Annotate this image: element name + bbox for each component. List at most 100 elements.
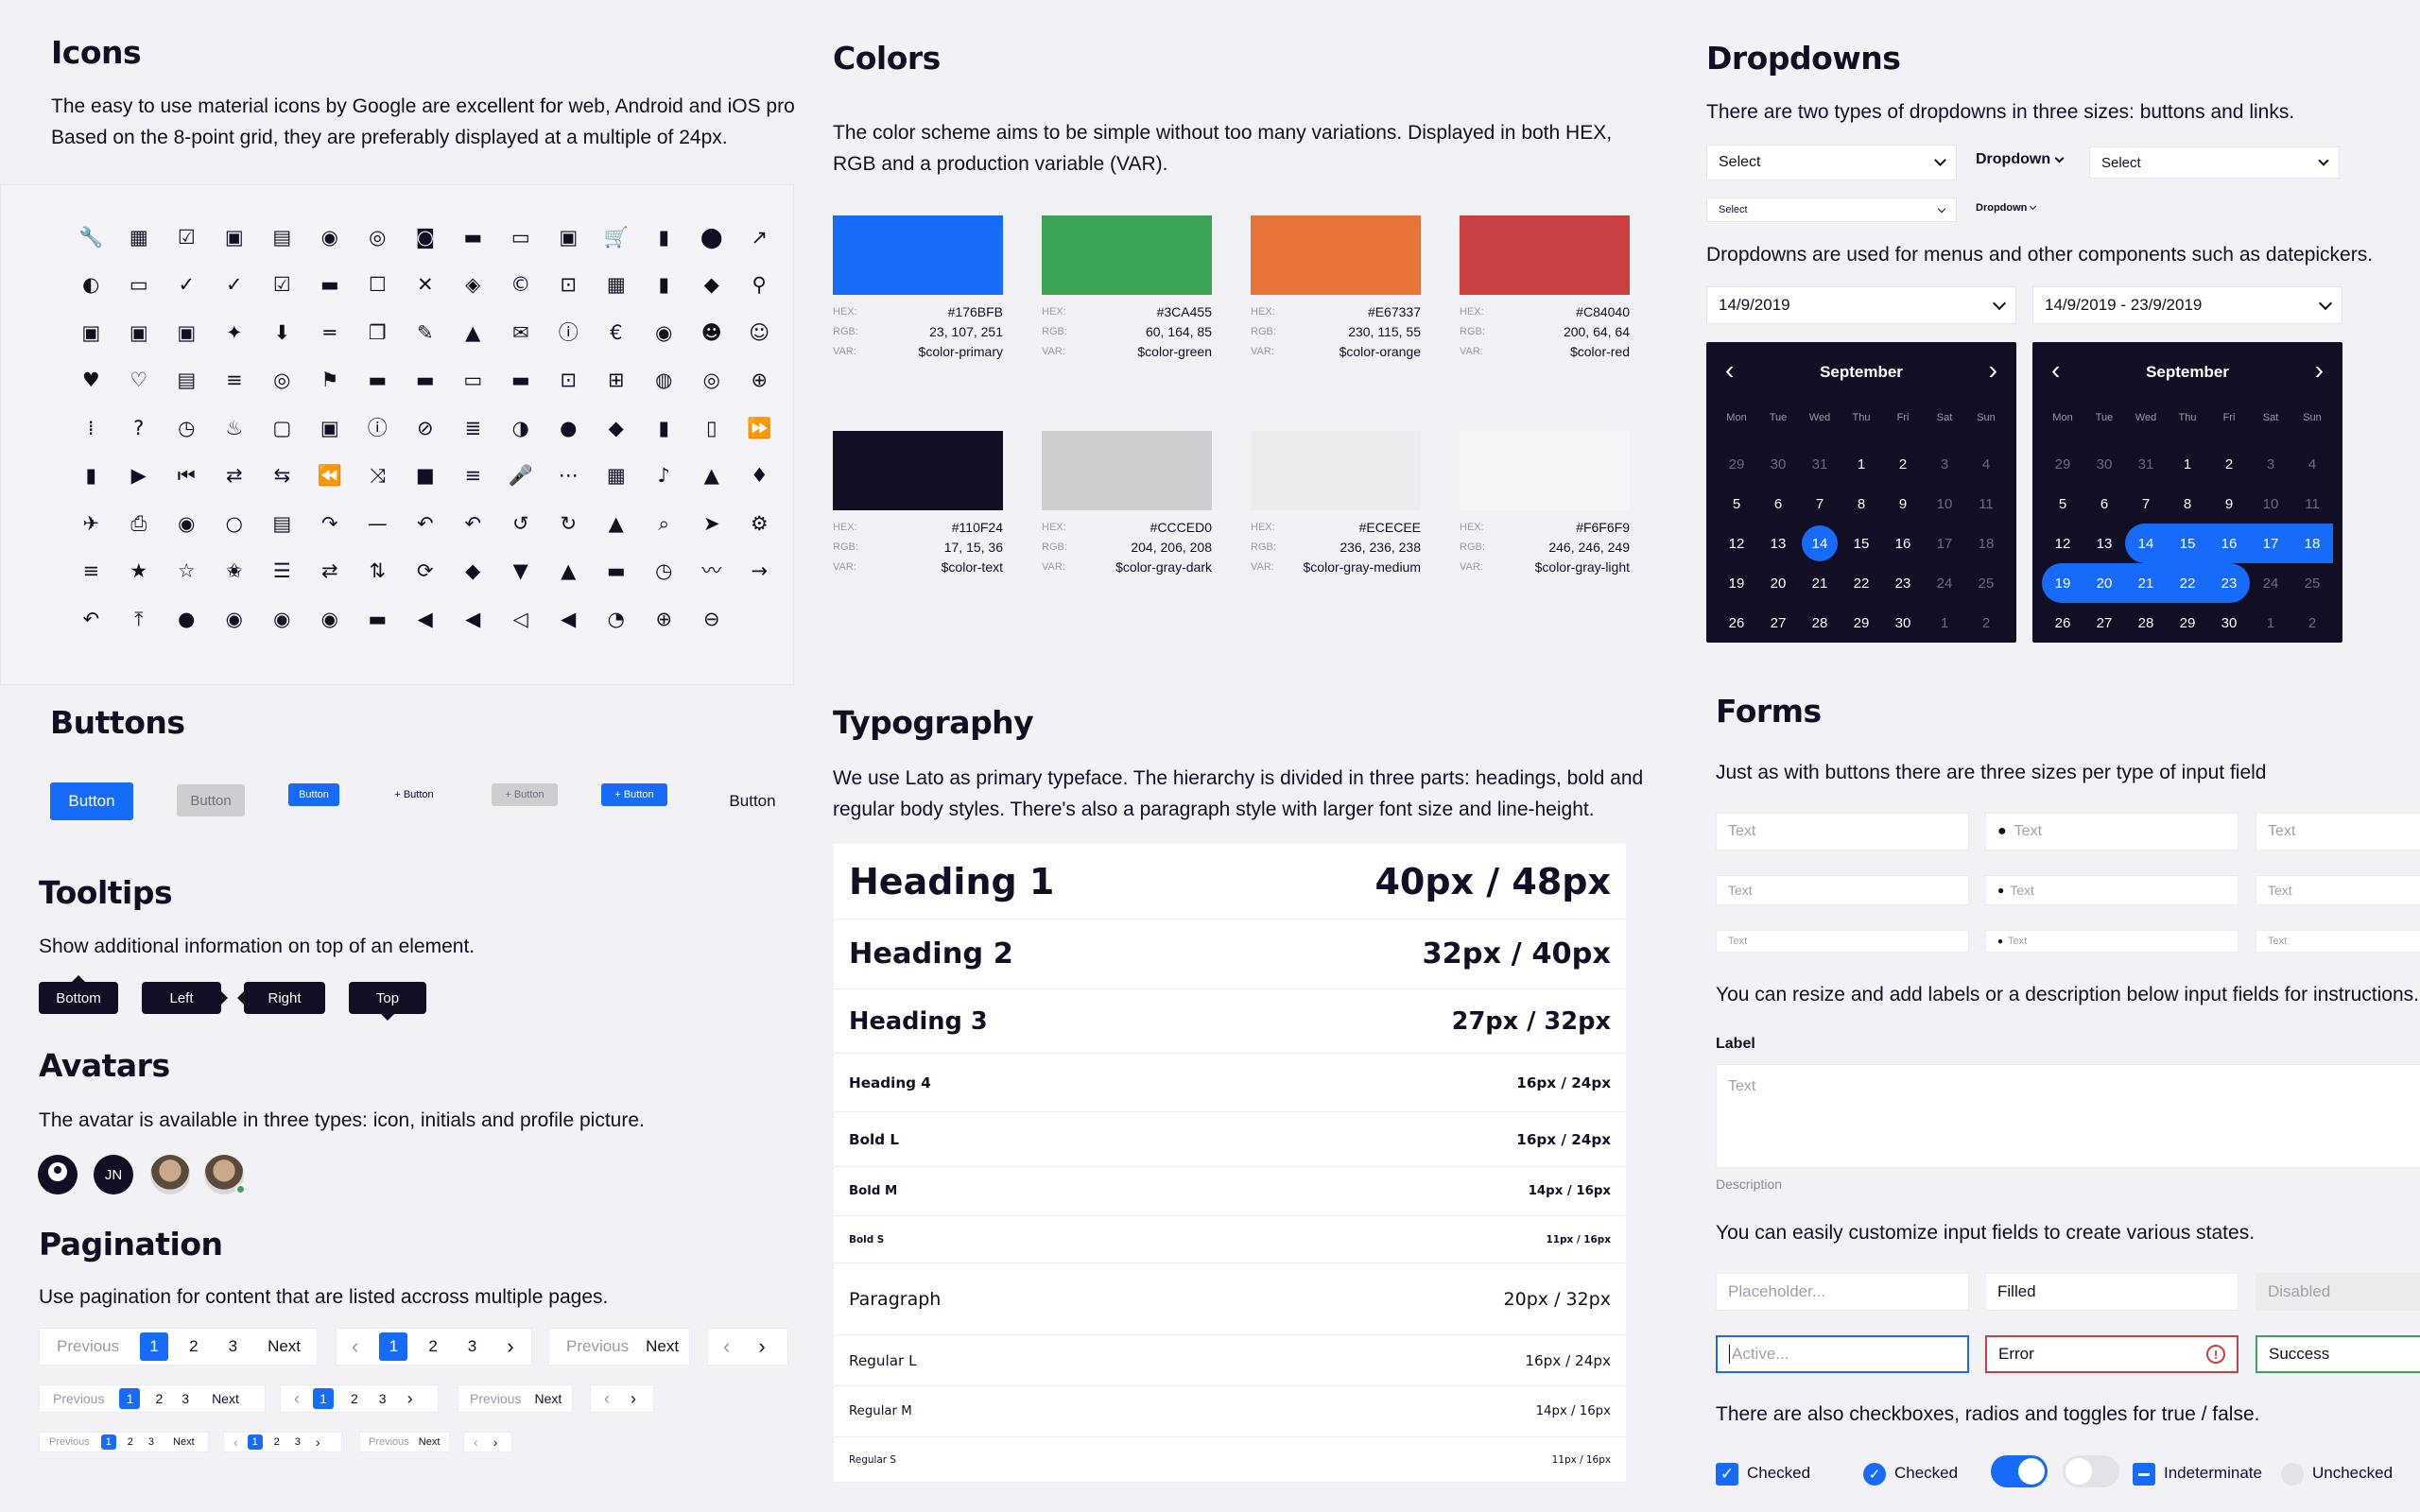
text-field-large-3[interactable]: Text <box>2256 813 2420 850</box>
chevron-right-icon[interactable]: › <box>631 1388 636 1408</box>
checkbox-checked[interactable]: ✓ <box>1716 1463 1738 1486</box>
previous-link[interactable]: Previous <box>566 1337 630 1355</box>
calendar-day[interactable]: 29 <box>2179 614 2196 631</box>
calendar-day[interactable]: 17 <box>1936 535 1953 552</box>
text-field-medium-3[interactable]: Text <box>2256 875 2420 905</box>
page-2[interactable]: 2 <box>189 1337 199 1355</box>
calendar-day[interactable]: 14 <box>1802 525 1838 561</box>
calendar-day[interactable]: 8 <box>2183 495 2192 512</box>
chevron-left-icon[interactable]: ‹ <box>2051 355 2061 385</box>
chevron-right-icon[interactable]: › <box>2314 355 2324 385</box>
calendar-day[interactable]: 4 <box>2308 455 2317 472</box>
calendar-day[interactable]: 27 <box>2096 614 2113 631</box>
primary-button-small[interactable]: Button <box>288 783 339 806</box>
success-field[interactable]: Success <box>2256 1335 2420 1373</box>
checkbox-indeterminate[interactable] <box>2133 1463 2155 1486</box>
calendar-day[interactable]: 11 <box>2305 495 2320 512</box>
page-2[interactable]: 2 <box>127 1436 133 1448</box>
calendar-day[interactable]: 4 <box>1981 455 1991 472</box>
page-3[interactable]: 3 <box>182 1391 190 1406</box>
toggle-off[interactable] <box>2063 1455 2119 1487</box>
calendar-day[interactable]: 17 <box>2250 524 2291 563</box>
page-1[interactable]: 1 <box>140 1332 169 1361</box>
filled-field[interactable]: Filled <box>1985 1273 2238 1311</box>
calendar-day[interactable]: 20 <box>2083 563 2125 603</box>
chevron-right-icon[interactable]: › <box>406 1388 413 1408</box>
calendar-day[interactable]: 2 <box>2224 455 2234 472</box>
select-medium[interactable]: Select <box>2089 146 2340 179</box>
calendar-day[interactable]: 24 <box>1936 575 1953 592</box>
previous-link[interactable]: Previous <box>53 1391 105 1406</box>
calendar-day[interactable]: 11 <box>1979 495 1994 512</box>
calendar-day[interactable]: 3 <box>1940 455 1949 472</box>
calendar-day[interactable]: 14 <box>2125 524 2167 563</box>
page-1[interactable]: 1 <box>247 1435 263 1450</box>
calendar-day[interactable]: 7 <box>1815 495 1824 512</box>
calendar-day[interactable]: 26 <box>1728 614 1745 631</box>
previous-link[interactable]: Previous <box>57 1337 120 1355</box>
chevron-right-icon[interactable]: › <box>1988 355 1997 385</box>
calendar-day[interactable]: 10 <box>1936 495 1953 512</box>
next-link[interactable]: Next <box>212 1391 239 1406</box>
calendar-day[interactable]: 31 <box>1811 455 1828 472</box>
chevron-right-icon[interactable]: › <box>758 1334 766 1358</box>
previous-link[interactable]: Previous <box>470 1391 522 1406</box>
icon-text-field-small[interactable]: ● Text <box>1985 930 2238 953</box>
select-small[interactable]: Select <box>1706 198 1957 222</box>
chevron-left-icon[interactable]: ‹ <box>233 1435 238 1450</box>
calendar-day[interactable]: 28 <box>2137 614 2154 631</box>
page-1[interactable]: 1 <box>100 1435 116 1450</box>
page-1[interactable]: 1 <box>379 1332 408 1361</box>
page-2[interactable]: 2 <box>273 1436 280 1448</box>
chevron-right-icon[interactable]: › <box>507 1334 514 1358</box>
page-1[interactable]: 1 <box>313 1388 334 1409</box>
previous-link[interactable]: Previous <box>369 1436 409 1448</box>
date-picker-range[interactable]: 14/9/2019 - 23/9/2019 <box>2032 286 2342 324</box>
calendar-day[interactable]: 9 <box>2224 495 2234 512</box>
calendar-day[interactable]: 30 <box>2096 455 2113 472</box>
calendar-day[interactable]: 1 <box>2183 455 2192 472</box>
text-field-medium[interactable]: Text <box>1716 875 1969 905</box>
calendar-day[interactable]: 29 <box>1728 455 1745 472</box>
previous-link[interactable]: Previous <box>49 1436 90 1448</box>
text-field-small[interactable]: Text <box>1716 930 1969 953</box>
calendar-day[interactable]: 23 <box>1894 575 1911 592</box>
calendar-day[interactable]: 15 <box>2167 524 2208 563</box>
calendar-day[interactable]: 1 <box>1940 614 1949 631</box>
page-2[interactable]: 2 <box>428 1337 438 1355</box>
dropdown-link-large[interactable]: Dropdown <box>1976 151 2065 168</box>
calendar-day[interactable]: 25 <box>1978 575 1995 592</box>
calendar-day[interactable]: 16 <box>1894 535 1911 552</box>
calendar-day[interactable]: 30 <box>1770 455 1787 472</box>
page-2[interactable]: 2 <box>351 1391 358 1406</box>
page-2[interactable]: 2 <box>155 1391 164 1406</box>
calendar-day[interactable]: 24 <box>2262 575 2279 592</box>
plus-button-small[interactable]: + Button <box>394 789 434 800</box>
calendar-day[interactable]: 20 <box>1770 575 1787 592</box>
chevron-left-icon[interactable]: ‹ <box>474 1435 478 1450</box>
primary-button-large[interactable]: Button <box>50 782 133 820</box>
calendar-day[interactable]: 12 <box>2054 535 2071 552</box>
chevron-left-icon[interactable]: ‹ <box>604 1388 610 1408</box>
next-link[interactable]: Next <box>646 1337 680 1355</box>
chevron-left-icon[interactable]: ‹ <box>1725 355 1735 385</box>
calendar-day[interactable]: 6 <box>1773 495 1783 512</box>
calendar-day[interactable]: 19 <box>2042 563 2083 603</box>
calendar-day[interactable]: 19 <box>1728 575 1745 592</box>
date-picker-single[interactable]: 14/9/2019 <box>1706 286 2016 324</box>
calendar-day[interactable]: 2 <box>1898 455 1908 472</box>
text-field-small-3[interactable]: Text <box>2256 930 2420 953</box>
page-1[interactable]: 1 <box>119 1388 141 1409</box>
next-link[interactable]: Next <box>268 1337 302 1355</box>
calendar-day[interactable]: 7 <box>2141 495 2151 512</box>
text-button[interactable]: Button <box>729 792 776 810</box>
select-large[interactable]: Select <box>1706 145 1957 180</box>
calendar-day[interactable]: 28 <box>1811 614 1828 631</box>
calendar-day[interactable]: 25 <box>2304 575 2321 592</box>
dropdown-link-small[interactable]: Dropdown <box>1976 202 2037 214</box>
calendar-day[interactable]: 23 <box>2208 563 2250 603</box>
chevron-left-icon[interactable]: ‹ <box>352 1334 359 1358</box>
calendar-day[interactable]: 2 <box>2308 614 2317 631</box>
calendar-day[interactable]: 2 <box>1981 614 1991 631</box>
calendar-day[interactable]: 6 <box>2100 495 2109 512</box>
